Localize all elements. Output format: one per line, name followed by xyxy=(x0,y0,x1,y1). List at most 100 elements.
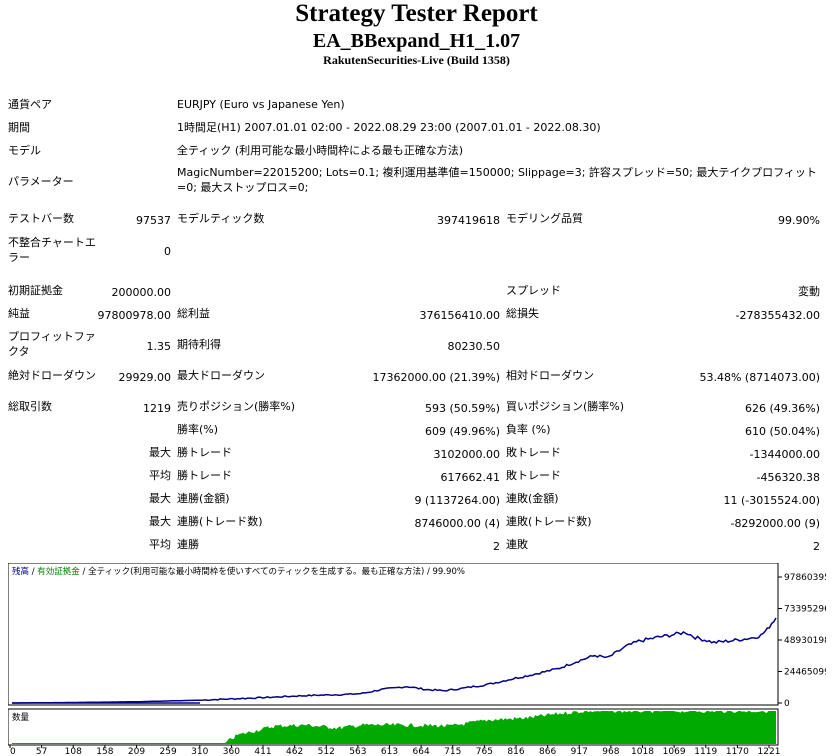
max-drawdown-value: 17362000.00 (21.39%) xyxy=(372,371,500,384)
deposit-value: 200000.00 xyxy=(111,286,172,299)
cons-wins-count-value: 8746000.00 (4) xyxy=(414,517,500,530)
mismatch-value: 0 xyxy=(164,245,171,258)
win-rate-label: 勝率(%) xyxy=(177,423,219,436)
cons-wins-amount-value: 9 (1137264.00) xyxy=(414,494,500,507)
model-value: 全ティック (利用可能な最小時間枠による最も正確な方法) xyxy=(177,144,464,157)
x-tick-label: 259 xyxy=(160,747,177,756)
y-tick-label: 0 xyxy=(784,699,790,709)
server-name: RakutenSecurities-Live (Build 1358) xyxy=(323,53,510,67)
period-label: 期間 xyxy=(8,121,30,134)
x-tick-label: 1170 xyxy=(726,747,749,756)
cons-losses-amount-label: 連敗(金額) xyxy=(506,492,559,505)
legend-sep: / xyxy=(29,567,37,577)
x-tick-label: 1069 xyxy=(663,747,686,756)
parameters-label: パラメーター xyxy=(8,175,74,188)
period-value: 1時間足(H1) 2007.01.01 02:00 - 2022.08.29 2… xyxy=(177,121,601,134)
total-trades-label: 総取引数 xyxy=(8,400,52,413)
avg-loss-value: -456320.38 xyxy=(756,471,820,484)
quality-value: 99.90% xyxy=(778,214,820,227)
avg-cons-losses-value: 2 xyxy=(813,540,820,553)
y-tick-label: 48930198 xyxy=(784,636,826,646)
max-word: 最大 xyxy=(149,492,171,505)
expected-payoff-value: 80230.50 xyxy=(447,340,501,353)
avg-loss-label: 敗トレード xyxy=(506,469,561,482)
x-tick-label: 765 xyxy=(476,747,493,756)
total-trades-value: 1219 xyxy=(143,402,171,415)
largest-win-value: 3102000.00 xyxy=(433,448,500,461)
legend-equity: 有効証拠金 xyxy=(37,566,80,577)
x-tick-label: 310 xyxy=(191,747,208,756)
x-tick-label: 209 xyxy=(128,747,145,756)
x-tick-label: 462 xyxy=(286,747,303,756)
x-tick-label: 664 xyxy=(413,747,430,756)
chart-legend: 残高 / 有効証拠金 / 全ティック(利用可能な最小時間枠を使いすべてのティック… xyxy=(12,566,465,577)
long-positions-label: 買いポジション(勝率%) xyxy=(506,400,625,413)
avg-cons-wins-label: 連勝 xyxy=(177,538,199,551)
spread-value: 変動 xyxy=(798,285,820,298)
cons-losses-count-value: -8292000.00 (9) xyxy=(730,517,820,530)
long-positions-value: 626 (49.36%) xyxy=(744,402,820,415)
x-tick-label: 108 xyxy=(65,747,82,756)
report-subtitle: EA_BBexpand_H1_1.07 xyxy=(312,30,521,52)
volume-label: 数量 xyxy=(12,712,30,723)
avg-word: 平均 xyxy=(149,469,171,482)
net-profit-label: 純益 xyxy=(8,307,30,320)
short-positions-value: 593 (50.59%) xyxy=(424,402,500,415)
avg-cons-losses-label: 連敗 xyxy=(506,538,528,551)
legend-rest: / 全ティック(利用可能な最小時間枠を使いすべてのティックを生成する。最も正確な… xyxy=(80,566,465,577)
symbol-label: 通貨ペア xyxy=(8,98,52,111)
gross-profit-value: 376156410.00 xyxy=(419,309,500,322)
abs-drawdown-value: 29929.00 xyxy=(118,371,172,384)
x-tick-label: 57 xyxy=(36,747,47,756)
largest-loss-value: -1344000.00 xyxy=(749,448,820,461)
avg-win-value: 617662.41 xyxy=(440,471,501,484)
largest-win-label: 勝トレード xyxy=(177,446,232,459)
x-tick-label: 512 xyxy=(318,747,335,756)
cons-losses-amount-value: 11 (-3015524.00) xyxy=(723,494,820,507)
cons-wins-count-label: 連勝(トレード数) xyxy=(177,515,263,528)
model-label: モデル xyxy=(8,144,41,157)
ticks-value: 397419618 xyxy=(437,214,500,227)
y-tick-label: 73395296 xyxy=(784,605,826,615)
x-tick-label: 613 xyxy=(381,747,398,756)
loss-rate-label: 負率 (%) xyxy=(506,423,551,436)
mismatch-label: 不整合チャートエラー xyxy=(8,236,96,264)
gross-loss-label: 総損失 xyxy=(506,307,539,320)
cons-losses-count-label: 連敗(トレード数) xyxy=(506,515,592,528)
max-word: 最大 xyxy=(149,515,171,528)
max-drawdown-label: 最大ドローダウン xyxy=(177,369,265,382)
cons-wins-amount-label: 連勝(金額) xyxy=(177,492,230,505)
x-tick-label: 1119 xyxy=(694,747,717,756)
win-rate-value: 609 (49.96%) xyxy=(424,425,500,438)
x-tick-label: 563 xyxy=(349,747,366,756)
x-tick-label: 360 xyxy=(223,747,240,756)
avg-word: 平均 xyxy=(149,538,171,551)
max-word: 最大 xyxy=(149,446,171,459)
expected-payoff-label: 期待利得 xyxy=(177,338,221,351)
x-tick-label: 1018 xyxy=(631,747,654,756)
net-profit-value: 97800978.00 xyxy=(97,309,171,322)
rel-drawdown-label: 相対ドローダウン xyxy=(506,369,594,382)
main-plot-frame xyxy=(8,563,779,706)
x-axis-ticks: 0 57 108 158 209 259 310 360 411 462 512 563 613 664 7… xyxy=(9,745,781,756)
y-axis-ticks: 97860395 73395296 48930198 24465099 0 xyxy=(784,573,826,709)
avg-cons-wins-value: 2 xyxy=(493,540,500,553)
x-tick-label: 158 xyxy=(96,747,113,756)
symbol-value: EURJPY (Euro vs Japanese Yen) xyxy=(177,98,345,111)
legend-balance: 残高 xyxy=(12,566,29,577)
short-positions-label: 売りポジション(勝率%) xyxy=(177,400,296,413)
deposit-label: 初期証拠金 xyxy=(8,284,63,297)
volume-area xyxy=(12,711,776,744)
profit-factor-value: 1.35 xyxy=(146,340,172,353)
chart-grid xyxy=(778,576,782,704)
ticks-label: モデルティック数 xyxy=(177,212,265,225)
bars-value: 97537 xyxy=(136,214,171,227)
x-tick-label: 1221 xyxy=(758,747,781,756)
x-tick-label: 968 xyxy=(602,747,619,756)
report-title: Strategy Tester Report xyxy=(295,0,538,27)
gross-profit-label: 総利益 xyxy=(177,307,210,320)
spread-label: スプレッド xyxy=(506,284,561,297)
balance-line xyxy=(12,617,777,704)
x-tick-label: 715 xyxy=(444,747,461,756)
rel-drawdown-value: 53.48% (8714073.00) xyxy=(699,371,820,384)
